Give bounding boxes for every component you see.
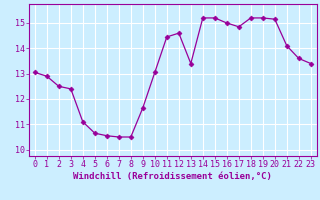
X-axis label: Windchill (Refroidissement éolien,°C): Windchill (Refroidissement éolien,°C) bbox=[73, 172, 272, 181]
